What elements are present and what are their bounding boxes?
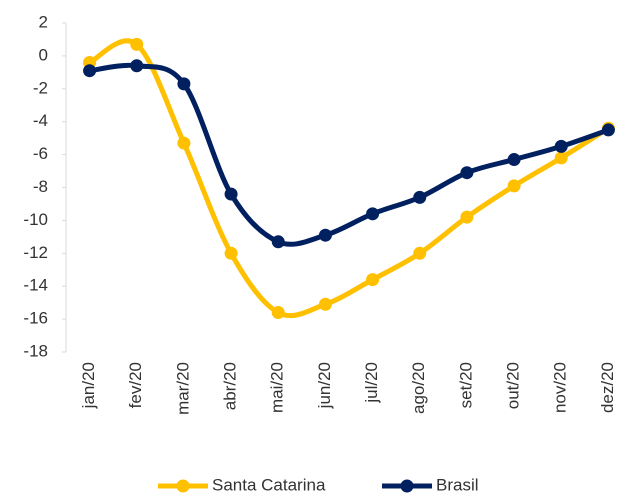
legend-label: Santa Catarina — [212, 475, 326, 494]
y-tick-label: -18 — [23, 341, 48, 360]
y-tick-label: -2 — [33, 78, 48, 97]
x-tick-label: ago/20 — [409, 362, 428, 414]
marker — [413, 246, 427, 260]
x-tick-label: jun/20 — [315, 362, 334, 409]
x-tick-label: dez/20 — [598, 362, 617, 413]
y-tick-label: -6 — [33, 144, 48, 163]
legend-marker — [176, 479, 190, 493]
y-tick-label: 0 — [39, 45, 48, 64]
marker — [318, 228, 332, 242]
y-tick-label: -10 — [23, 210, 48, 229]
x-tick-label: mai/20 — [268, 362, 287, 413]
marker — [413, 190, 427, 204]
x-tick-label: nov/20 — [551, 362, 570, 413]
marker — [271, 235, 285, 249]
marker — [224, 187, 238, 201]
x-tick-label: jan/20 — [79, 362, 98, 409]
marker — [460, 166, 474, 180]
marker — [130, 59, 144, 73]
marker — [366, 207, 380, 221]
marker — [507, 179, 521, 193]
x-tick-label: fev/20 — [126, 362, 145, 408]
x-tick-label: out/20 — [504, 362, 523, 409]
x-tick-label: mar/20 — [173, 362, 192, 415]
legend-label: Brasil — [436, 475, 479, 494]
marker — [177, 77, 191, 91]
y-tick-label: -12 — [23, 243, 48, 262]
marker — [460, 210, 474, 224]
marker — [271, 306, 285, 320]
series-line — [88, 38, 610, 319]
x-tick-label: jul/20 — [362, 362, 381, 404]
marker — [554, 139, 568, 153]
y-tick-label: -8 — [33, 177, 48, 196]
marker — [318, 297, 332, 311]
marker — [83, 64, 97, 78]
y-tick-label: -16 — [23, 309, 48, 328]
legend-marker — [400, 479, 414, 493]
marker — [177, 136, 191, 150]
y-tick-label: 2 — [39, 12, 48, 31]
marker — [507, 153, 521, 167]
marker — [224, 246, 238, 260]
marker — [554, 151, 568, 165]
marker — [366, 273, 380, 287]
y-tick-label: -14 — [23, 276, 48, 295]
y-tick-label: -4 — [33, 111, 48, 130]
series-line — [89, 62, 610, 247]
x-tick-label: abr/20 — [221, 362, 240, 410]
x-tick-label: set/20 — [456, 362, 475, 408]
marker — [130, 37, 144, 51]
marker — [601, 123, 615, 137]
